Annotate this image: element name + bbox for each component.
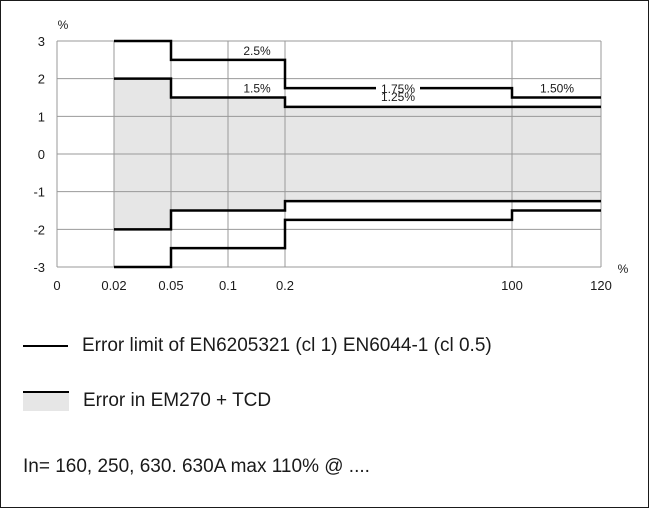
x-tick-label-0: 0 <box>53 278 60 293</box>
x-tick-label-2: 0.05 <box>158 278 183 293</box>
x-tick-label-6: 120 <box>590 278 612 293</box>
legend-label-error-limit: Error limit of EN6205321 (cl 1) EN6044-1… <box>82 335 492 356</box>
annotation-bg-2 <box>376 81 420 97</box>
y-tick-label-2: 1 <box>38 109 45 124</box>
legend-item-em270: Error in EM270 + TCD <box>23 390 271 412</box>
annotation-label-2: 1.75% <box>381 82 415 96</box>
y-tick-label-0: 3 <box>38 34 45 49</box>
series-0-lower-line <box>114 209 601 269</box>
legend-band-swatch <box>23 391 69 411</box>
annotation-label-4: 1.50% <box>540 82 574 96</box>
legend-line-swatch <box>23 345 68 347</box>
x-tick-label-5: 100 <box>501 278 523 293</box>
x-unit-label: % <box>618 262 629 276</box>
y-tick-label-4: -1 <box>33 185 45 200</box>
y-tick-label-1: 2 <box>38 72 45 87</box>
legend-label-em270: Error in EM270 + TCD <box>83 390 272 411</box>
y-tick-label-6: -3 <box>33 260 45 275</box>
annotation-label-0: 2.5% <box>243 44 271 58</box>
annotation-label-1: 1.5% <box>243 82 271 96</box>
series-1-lower-line <box>114 199 601 231</box>
y-unit-label: % <box>58 18 69 32</box>
annotation-label-3: 1.25% <box>381 90 415 104</box>
x-tick-label-3: 0.1 <box>219 278 237 293</box>
error-limit-chart: 3 2 1 0 -1 -2 -3 0 0.02 0.05 0.1 0.2 100 120%% 2.5% 1.5… <box>33 18 629 293</box>
rated-current-note: In= 160, 250, 630. 630A max 110% @ .... <box>23 456 370 477</box>
y-tick-label-3: 0 <box>38 147 45 162</box>
legend-item-error-limit: Error limit of EN6205321 (cl 1) EN6044-1… <box>23 335 492 357</box>
x-tick-label-1: 0.02 <box>101 278 126 293</box>
y-tick-label-5: -2 <box>33 222 45 237</box>
series-1-upper-line <box>114 77 601 109</box>
series-0-upper-line <box>114 39 601 99</box>
x-tick-label-4: 0.2 <box>276 278 294 293</box>
